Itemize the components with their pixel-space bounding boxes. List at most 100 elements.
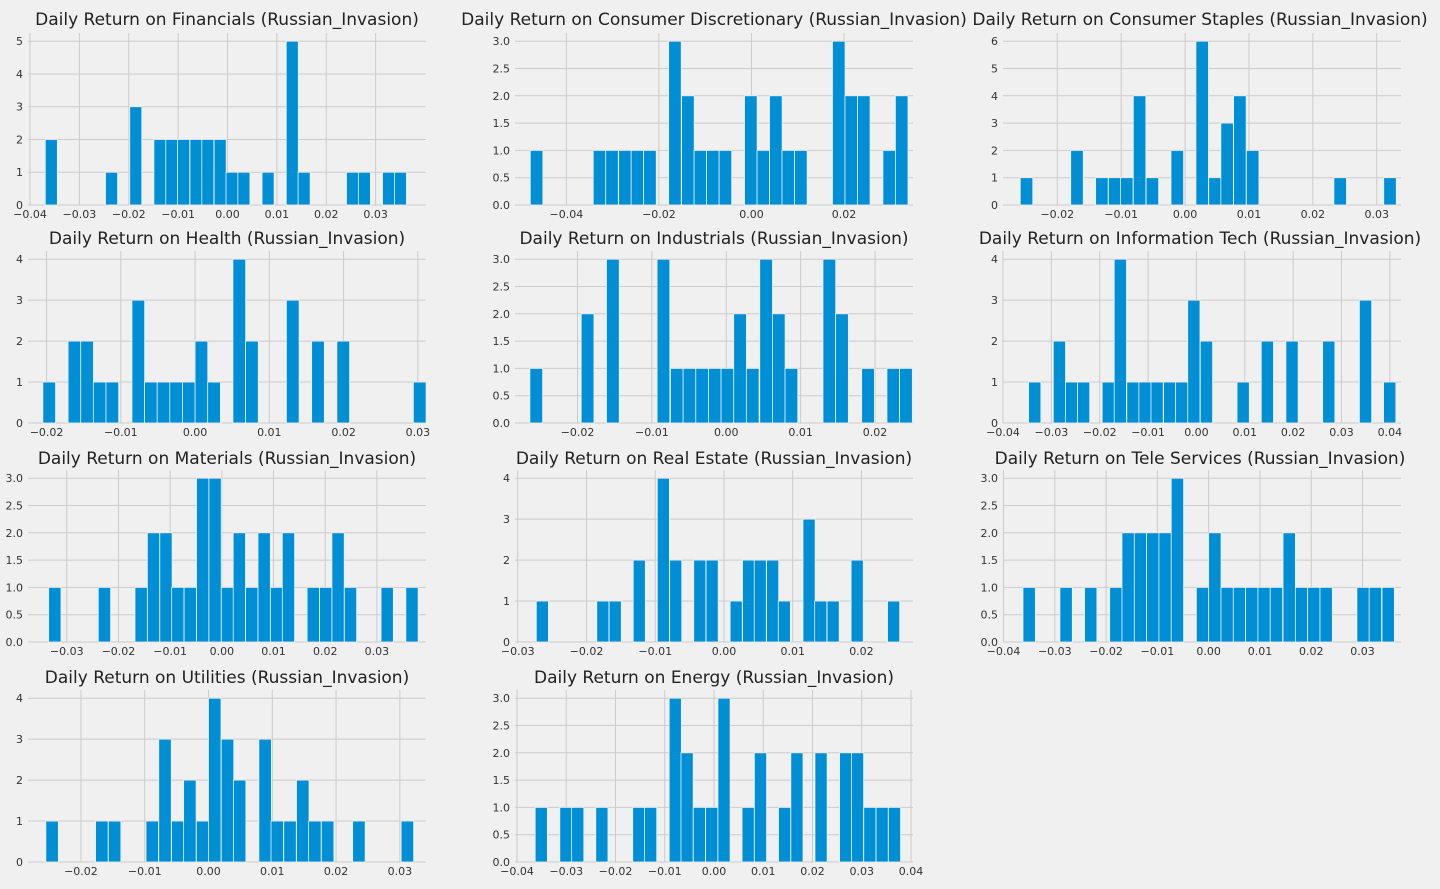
histogram-bar	[131, 299, 146, 424]
histogram-bar	[1245, 586, 1259, 643]
histogram-bar	[1138, 381, 1152, 424]
y-tick-label: 0.0	[493, 856, 511, 869]
histogram-bar	[213, 139, 227, 206]
x-tick-label: −0.04	[13, 208, 47, 221]
histogram-bar	[156, 381, 171, 424]
x-tick-label: 0.00	[215, 208, 240, 221]
histogram-bar	[1170, 149, 1184, 206]
y-tick-label: 6	[991, 35, 998, 48]
histogram-bar	[656, 477, 670, 643]
histogram-bar	[382, 171, 395, 206]
histogram-bar	[1158, 532, 1172, 643]
y-tick-label: 1	[16, 166, 23, 179]
x-tick-label: 0.03	[850, 865, 875, 878]
x-tick-label: −0.02	[102, 645, 136, 658]
x-tick-label: −0.03	[1035, 426, 1069, 439]
histogram-bar	[769, 95, 783, 206]
x-tick-label: 0.01	[788, 426, 813, 439]
x-tick-label: 0.02	[331, 426, 356, 439]
histogram-bar	[1307, 586, 1321, 643]
y-tick-label: 4	[16, 253, 23, 266]
histogram-bar	[835, 313, 849, 424]
x-tick-label: 0.01	[257, 426, 282, 439]
histogram-bar	[357, 171, 371, 206]
y-tick-label: 1.5	[981, 554, 999, 567]
histogram-bar	[608, 600, 622, 643]
panel-utilities: Daily Return on Utilities (Russian_Invas…	[16, 668, 426, 878]
histogram-bar	[196, 477, 210, 643]
y-tick-label: 0.0	[6, 636, 24, 649]
histogram-bar	[1294, 586, 1309, 643]
panel-financials: Daily Return on Financials (Russian_Inva…	[13, 10, 426, 221]
histogram-bar	[207, 381, 221, 424]
histogram-bar	[261, 171, 275, 206]
x-tick-label: 0.02	[800, 865, 825, 878]
x-tick-label: 0.02	[849, 645, 874, 658]
histogram-bar	[159, 532, 173, 643]
panel-title: Daily Return on Information Tech (Russia…	[979, 229, 1421, 249]
x-tick-label: 0.03	[406, 426, 431, 439]
x-tick-label: 0.00	[702, 865, 727, 878]
histogram-bar	[861, 367, 875, 424]
histogram-bar	[405, 586, 419, 643]
y-tick-label: 2	[991, 335, 998, 348]
y-tick-label: 2.0	[493, 308, 511, 321]
histogram-bar	[643, 149, 657, 206]
panel-consumer-discretionary: Daily Return on Consumer Discretionary (…	[461, 10, 967, 221]
histogram-bar	[1381, 586, 1395, 643]
y-tick-label: 1.0	[6, 581, 24, 594]
histogram-bar	[596, 600, 610, 643]
x-tick-label: 0.03	[363, 208, 388, 221]
panel-title: Daily Return on Financials (Russian_Inva…	[35, 10, 419, 30]
histogram-bar	[790, 752, 804, 863]
histogram-bar	[45, 820, 59, 863]
histogram-bar	[1101, 381, 1115, 424]
x-tick-label: 0.00	[210, 645, 235, 658]
histogram-bar	[352, 820, 366, 863]
x-tick-label: −0.03	[50, 645, 84, 658]
x-tick-label: 0.00	[714, 426, 739, 439]
x-tick-label: 0.02	[1299, 645, 1324, 658]
panel-health: Daily Return on Health (Russian_Invasion…	[16, 229, 430, 439]
x-tick-label: −0.01	[1104, 208, 1138, 221]
histogram-bar	[1195, 586, 1210, 643]
histogram-bar	[1285, 340, 1299, 424]
x-tick-label: −0.02	[112, 208, 146, 221]
histogram-bar	[729, 600, 743, 643]
histogram-bar	[632, 559, 646, 643]
x-tick-label: 0.02	[324, 865, 349, 878]
x-tick-label: −0.01	[638, 645, 672, 658]
histogram-bar	[695, 367, 709, 424]
histogram-bar	[681, 95, 695, 206]
histogram-bar	[171, 586, 185, 643]
histogram-bar	[1383, 381, 1397, 424]
histogram-bar	[95, 820, 109, 863]
histogram-bar	[220, 738, 235, 863]
histogram-bar	[1150, 381, 1164, 424]
histogram-bar	[1233, 95, 1247, 206]
histogram-bar	[1236, 381, 1250, 424]
x-tick-label: −0.02	[599, 865, 633, 878]
y-tick-label: 0	[991, 199, 998, 212]
x-tick-label: −0.01	[1141, 645, 1175, 658]
histogram-bar	[1260, 340, 1274, 424]
x-tick-label: 0.00	[1173, 208, 1198, 221]
x-tick-label: 0.00	[712, 645, 737, 658]
histogram-bar	[169, 381, 183, 424]
x-tick-label: −0.03	[549, 865, 583, 878]
histogram-bar	[1113, 258, 1127, 424]
x-tick-label: −0.04	[500, 865, 534, 878]
histogram-bar	[183, 586, 197, 643]
panel-title: Daily Return on Health (Russian_Invasion…	[49, 229, 405, 249]
histogram-bar	[245, 340, 259, 424]
panel-industrials: Daily Return on Industrials (Russian_Inv…	[493, 229, 913, 439]
histogram-bar	[844, 95, 858, 206]
histogram-bar	[656, 258, 671, 424]
x-tick-label: −0.01	[104, 426, 138, 439]
panel-title: Daily Return on Real Estate (Russian_Inv…	[516, 449, 912, 469]
y-tick-label: 2.5	[493, 62, 511, 75]
histogram-bar	[146, 532, 161, 643]
histogram-bar	[258, 738, 272, 863]
histogram-bar	[1108, 177, 1122, 206]
histogram-bar	[706, 149, 720, 206]
